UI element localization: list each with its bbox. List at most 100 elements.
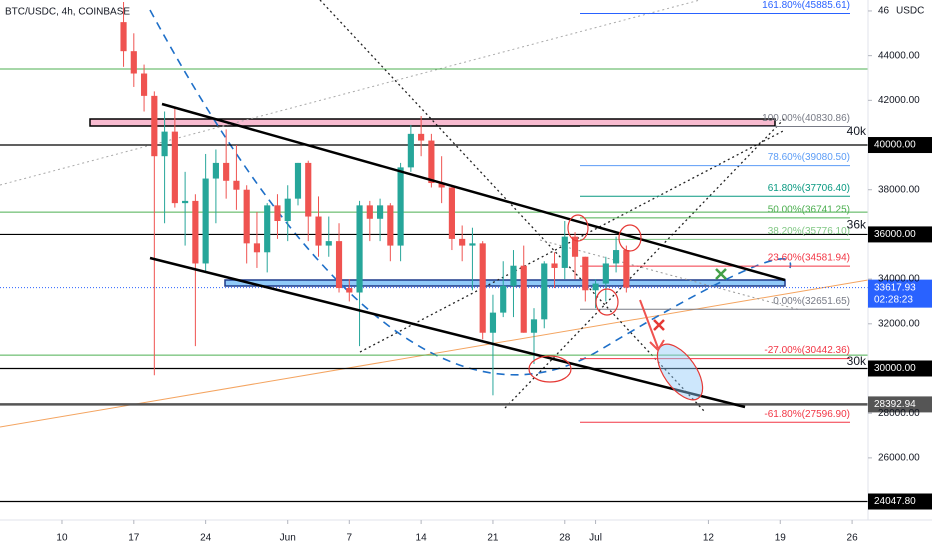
candle-body [623,250,630,288]
candle-body [182,200,189,204]
price-label-box [868,396,932,413]
chart-title: BTC/USDC, 4h, COINBASE [5,7,130,18]
fib-label: 161.80%(45885.61) [762,0,850,11]
y-tick-label: 42000.00 [878,95,920,106]
fib-label: 100.00%(40830.86) [762,113,850,124]
price-label: 36000.00 [874,229,916,240]
y-tick-label: 34000.00 [878,274,920,285]
candle-body [397,167,404,246]
candle-body [551,263,558,268]
fib-label: 61.80%(37706.40) [768,183,850,194]
arrow [639,299,665,352]
candle-body [469,243,476,246]
candle-body [387,205,394,246]
price-label-box [868,360,932,377]
candle-body [592,283,599,291]
candle-body [212,162,219,179]
x-tick-label: Jun [280,533,296,544]
drawings [0,0,869,503]
fib-label: 78.60%(39080.50) [768,152,850,163]
x-tick-label: 19 [775,533,787,544]
candle-body [479,243,486,333]
candle-body [582,256,589,291]
candle-body [376,205,384,219]
candle-body [346,288,353,293]
annotations: BTC/USDC, 4h, COINBASE 40000.00 36000.00 3… [0,0,932,521]
candle-body [459,238,466,246]
price-label-box [868,226,932,243]
fib-label: -61.80%(27596.90) [764,409,850,420]
candle-body [561,236,568,268]
pink-zone [89,118,776,127]
trend-line [504,117,786,409]
candle-body [520,265,527,333]
price-label-box [868,137,932,154]
channel-top [161,102,786,282]
y-tick-label: 28000.00 [878,408,920,419]
x-tick-label: 10 [56,533,68,544]
price-label: 28392.94 [874,399,916,410]
candles [120,2,630,396]
candle-body [274,205,281,222]
candle-body [489,312,497,333]
note: 30k [847,354,867,368]
candle-body [305,162,312,217]
candle-body [243,189,250,244]
candle-body [264,205,271,253]
circle [595,288,619,316]
candle-body [140,73,148,96]
candle-body [335,241,343,289]
cross [653,319,665,331]
candle-body [202,178,209,264]
fib-label: 23.60%(34581.94) [768,253,850,264]
channel-bottom [149,256,746,409]
candle-body [510,265,517,286]
candle-body [161,131,168,157]
last-price: 33617.93 [874,282,916,293]
x-tick-label: 14 [416,533,428,544]
y-unit: USDC [896,6,924,17]
candle-body [571,236,579,257]
price-label-box [868,493,932,510]
candle-body [613,250,620,264]
price-label: 30000.00 [874,363,916,374]
candle-body [130,51,137,74]
y-tick-label: 38000.00 [878,184,920,195]
candle-body [284,198,291,222]
x-tick-label: 24 [200,533,212,544]
circle [528,355,572,383]
trend-line [0,0,701,186]
candle-body [223,162,230,181]
candle-body [171,131,178,204]
x-tick-label: 12 [703,533,715,544]
candle-body [120,22,127,52]
candle-body [418,133,425,141]
fib-label: 0.00%(32651.65) [773,296,850,307]
countdown: 02:28:23 [874,294,913,305]
candle-body [294,162,302,199]
x-tick-label: 17 [128,533,140,544]
x-tick-label: 7 [347,533,353,544]
candle-body [315,216,322,246]
candle-body [366,205,373,219]
candle-body [500,285,507,313]
candle-body [530,319,538,333]
candle-body [233,180,240,190]
candle-body [428,140,435,184]
price-label: 24047.80 [874,496,916,507]
y-tick-label: 32000.00 [878,318,920,329]
y-tick-label: 46 [878,6,890,17]
y-tick-label: 44000.00 [878,50,920,61]
y-tick-label: 26000.00 [878,453,920,464]
note: 36k [847,218,867,232]
curve [149,9,792,376]
candle-body [253,243,261,253]
candle-body [448,187,455,239]
note: 40k [847,124,867,138]
x-tick-label: 26 [847,533,859,544]
fib-label: 50.00%(36741.25) [768,204,850,215]
circle [567,214,589,242]
last-price-box [868,279,932,308]
